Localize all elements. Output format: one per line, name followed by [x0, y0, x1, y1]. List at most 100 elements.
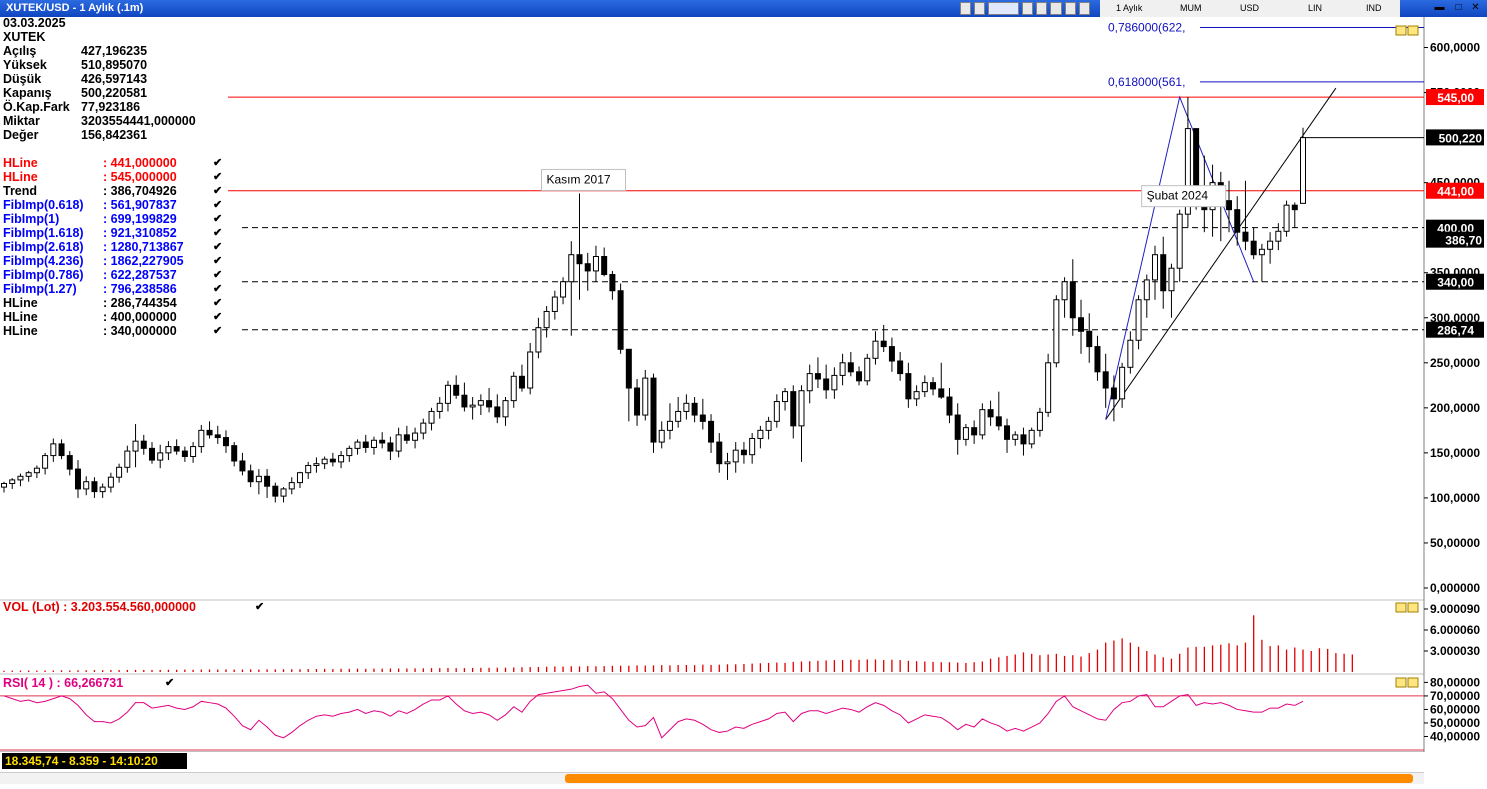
candle [255, 469, 262, 495]
toolbar-button[interactable] [1078, 2, 1091, 15]
currency-option[interactable]: USD [1240, 3, 1260, 13]
candle [625, 348, 632, 422]
indicator-row[interactable]: FibImp(1.27): 796,238586 ✔ [3, 282, 222, 296]
candle-up [921, 382, 928, 393]
candle [806, 364, 813, 404]
candle-up [25, 472, 32, 477]
candle-down [1078, 317, 1085, 332]
checkmark-icon[interactable]: ✔ [213, 227, 223, 239]
candle [50, 438, 57, 462]
move-icon[interactable] [1064, 2, 1076, 15]
indicator-row[interactable]: FibImp(1): 699,199829 ✔ [3, 212, 222, 226]
candle [58, 439, 65, 460]
candle-up [757, 429, 764, 439]
minimize-icon[interactable]: ▬ [1434, 2, 1445, 13]
hline-price-tag [1426, 273, 1484, 290]
indicator-row[interactable]: FibImp(0.618): 561,907837 ✔ [3, 198, 222, 212]
candle-down [987, 409, 994, 418]
indicator-value: : 340,000000 [103, 324, 177, 338]
indicator-name: HLine [3, 324, 38, 338]
checkmark-icon[interactable]: ✔ [213, 325, 223, 337]
indicator-row[interactable]: HLine: 441,000000 ✔ [3, 156, 222, 170]
candle [518, 364, 525, 392]
candle [1176, 209, 1183, 282]
pencil-icon[interactable] [1050, 2, 1062, 15]
toolbar-button[interactable] [974, 2, 986, 15]
info-label: Ö.Kap.Fark [3, 100, 70, 114]
checkmark-icon[interactable]: ✔ [213, 311, 223, 323]
candle [568, 241, 575, 336]
scale-option[interactable]: LIN [1308, 3, 1323, 13]
candle-down [486, 400, 493, 408]
indicator-row[interactable]: HLine: 545,000000 ✔ [3, 170, 222, 184]
candle-up [1267, 240, 1274, 250]
candle [239, 452, 246, 476]
indicator-row[interactable]: FibImp(2.618): 1280,713867 ✔ [3, 240, 222, 254]
candle [691, 397, 698, 423]
candle-up [1168, 267, 1175, 292]
indicator-row[interactable]: HLine: 286,744354 ✔ [3, 296, 222, 310]
indicator-row[interactable]: Trend: 386,704926 ✔ [3, 184, 222, 198]
indicator-name: FibImp(0.618) [3, 198, 84, 212]
checkmark-icon[interactable]: ✔ [213, 255, 223, 267]
candle-up [33, 467, 40, 474]
info-value: 77,923186 [81, 100, 141, 114]
candle [99, 483, 106, 498]
checkmark-icon[interactable]: ✔ [213, 241, 223, 253]
toolbar-button[interactable] [960, 2, 972, 15]
y-tick-label: 200,0000 [1430, 401, 1480, 415]
toolbar-button[interactable] [1036, 2, 1048, 15]
chart-type-option[interactable]: MUM [1180, 3, 1202, 13]
candle [1267, 232, 1274, 264]
checkmark-icon[interactable]: ✔ [213, 213, 223, 225]
candle [321, 456, 328, 470]
rsi-tick-label: 50,00000 [1430, 716, 1480, 730]
checkmark-icon[interactable]: ✔ [213, 269, 223, 281]
indicator-row[interactable]: HLine : 340,000000 ✔ [3, 324, 222, 338]
candle-down [494, 406, 501, 418]
candle [173, 439, 180, 455]
annotation-label: Kasım 2017 [547, 172, 611, 186]
candle-up [338, 455, 345, 463]
indicator-value: : 400,000000 [103, 310, 177, 324]
info-label: Kapanış [3, 86, 52, 100]
time-axis-bar [0, 752, 1487, 770]
checkmark-icon[interactable]: ✔ [213, 171, 223, 183]
checkmark-icon[interactable]: ✔ [213, 297, 223, 309]
checkmark-icon[interactable]: ✔ [213, 157, 223, 169]
maximize-icon[interactable]: □ [1455, 2, 1462, 13]
indicator-row[interactable]: FibImp(4.236): 1862,227905 ✔ [3, 254, 222, 268]
candle-up [535, 327, 542, 353]
candle-down [938, 388, 945, 398]
candle-up [370, 439, 377, 448]
candle-down [518, 375, 525, 389]
candle-down [823, 378, 830, 391]
checkmark-icon[interactable]: ✔ [255, 601, 265, 613]
checkmark-icon[interactable]: ✔ [213, 199, 223, 211]
volume-tick-label: 6.000060 [1430, 623, 1480, 637]
volume-tick-label: 3.000030 [1430, 644, 1480, 658]
toolbar-button[interactable] [988, 2, 1019, 15]
candle-up [1127, 339, 1134, 368]
checkmark-icon[interactable]: ✔ [165, 677, 175, 689]
indicator-row[interactable]: FibImp(0.786): 622,287537 ✔ [3, 268, 222, 282]
indicator-row[interactable]: HLine: 400,000000 ✔ [3, 310, 222, 324]
checkmark-icon[interactable]: ✔ [213, 283, 223, 295]
indicator-row[interactable]: FibImp(1.618): 921,310852 ✔ [3, 226, 222, 240]
candle [831, 367, 838, 399]
candle-up [1036, 411, 1043, 431]
price-chart[interactable]: 600,0000550,0000450,0000350,0000300,0000… [0, 17, 1487, 772]
indicator-value: : 441,000000 [103, 156, 177, 170]
checkmark-icon[interactable]: ✔ [213, 185, 223, 197]
period-option[interactable]: 1 Aylık [1116, 3, 1143, 13]
y-tick-label: 0,000000 [1430, 581, 1480, 595]
toolbar-button[interactable] [1021, 2, 1034, 15]
candle-down [1226, 200, 1233, 211]
candle [658, 421, 665, 449]
indicator-option[interactable]: IND [1366, 3, 1382, 13]
candle-down [1004, 425, 1011, 440]
candle [1135, 295, 1142, 350]
close-icon[interactable]: ✕ [1471, 2, 1480, 13]
horizontal-scrollbar[interactable] [0, 772, 1424, 784]
scrollbar-thumb[interactable] [565, 774, 1413, 783]
